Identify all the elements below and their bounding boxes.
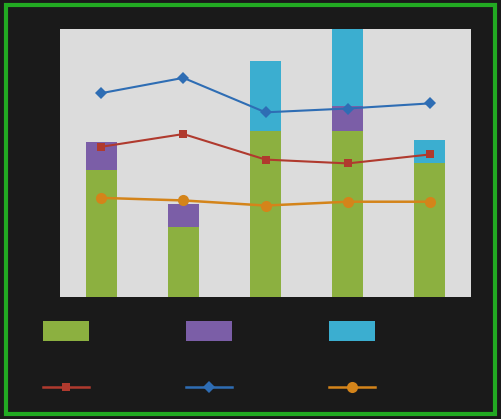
- FancyBboxPatch shape: [329, 321, 375, 341]
- Bar: [332, 0, 363, 106]
- Bar: [414, 140, 445, 163]
- Bar: [168, 227, 199, 297]
- Bar: [86, 142, 117, 170]
- Bar: [250, 132, 281, 297]
- Bar: [250, 61, 281, 132]
- Bar: [168, 204, 199, 227]
- Bar: [332, 106, 363, 132]
- Bar: [414, 163, 445, 297]
- Bar: [332, 132, 363, 297]
- Bar: [86, 170, 117, 297]
- FancyBboxPatch shape: [43, 321, 89, 341]
- FancyBboxPatch shape: [186, 321, 232, 341]
